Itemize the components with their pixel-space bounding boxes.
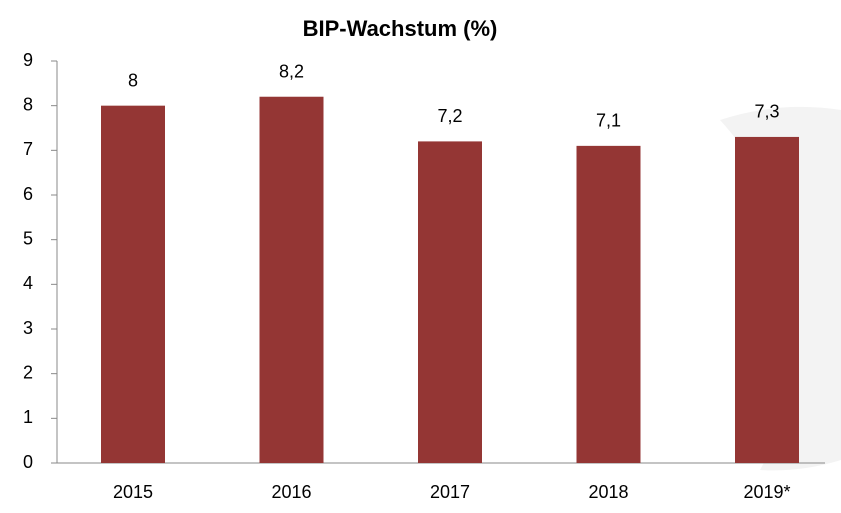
y-tick-label: 3 <box>23 318 33 338</box>
chart-title: BIP-Wachstum (%) <box>303 16 498 41</box>
x-tick-label: 2017 <box>430 482 470 502</box>
bar <box>101 105 165 464</box>
background-shape <box>720 106 841 471</box>
bar <box>259 96 324 463</box>
x-tick-label: 2018 <box>588 482 628 502</box>
value-label: 8,2 <box>279 61 304 81</box>
x-tick-label: 2015 <box>113 482 153 502</box>
y-tick-label: 0 <box>23 452 33 472</box>
y-tick-label: 4 <box>23 273 33 293</box>
x-tick-label: 2016 <box>271 482 311 502</box>
bar <box>576 145 641 463</box>
value-label: 7,2 <box>437 106 462 126</box>
y-tick-label: 1 <box>23 407 33 427</box>
bar <box>735 136 799 463</box>
y-tick-label: 6 <box>23 184 33 204</box>
y-tick-label: 8 <box>23 94 33 114</box>
y-tick-label: 5 <box>23 228 33 248</box>
value-label: 8 <box>128 70 138 90</box>
y-tick-label: 7 <box>23 139 33 159</box>
x-tick-label: 2019* <box>743 482 790 502</box>
bar <box>418 141 482 463</box>
value-label: 7,3 <box>754 102 779 122</box>
y-tick-label: 9 <box>23 50 33 70</box>
value-label: 7,1 <box>596 111 621 131</box>
y-tick-label: 2 <box>23 362 33 382</box>
